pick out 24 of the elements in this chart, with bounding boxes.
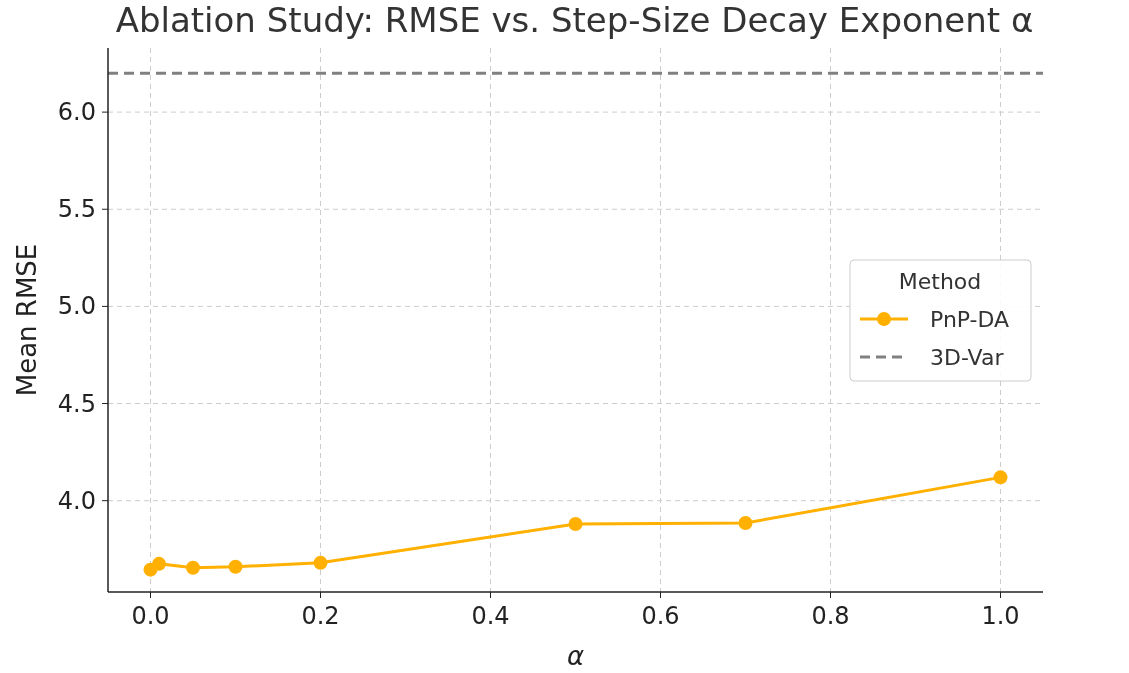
point bbox=[313, 555, 328, 570]
legend-label: PnP-DA bbox=[930, 307, 1010, 332]
point bbox=[993, 470, 1008, 485]
legend-title: Method bbox=[898, 269, 982, 294]
point bbox=[568, 517, 583, 531]
x-tick-label: 0.2 bbox=[301, 602, 340, 630]
legend-label: 3D-Var bbox=[930, 345, 1005, 370]
x-tick-label: 1.0 bbox=[981, 602, 1020, 630]
y-tick-label: 6.0 bbox=[57, 98, 96, 127]
x-tick-label: 0.4 bbox=[471, 602, 510, 630]
point bbox=[152, 556, 166, 571]
y-tick-label: 4.5 bbox=[57, 389, 96, 418]
y-tick-label: 5.0 bbox=[57, 292, 96, 321]
y-tick-label: 4.0 bbox=[57, 486, 96, 515]
point bbox=[186, 560, 200, 575]
chart-title: Ablation Study: RMSE vs. Step-Size Decay Exponent α bbox=[115, 0, 1034, 40]
point bbox=[228, 559, 243, 574]
x-axis-title: α bbox=[566, 641, 585, 671]
x-tick-label: 0.6 bbox=[641, 602, 680, 630]
y-axis-title: Mean RMSE bbox=[12, 243, 42, 397]
x-tick-label: 0.0 bbox=[131, 602, 170, 630]
x-tick-label: 0.8 bbox=[811, 602, 850, 630]
point bbox=[738, 516, 753, 531]
y-tick-label: 5.5 bbox=[57, 195, 96, 224]
